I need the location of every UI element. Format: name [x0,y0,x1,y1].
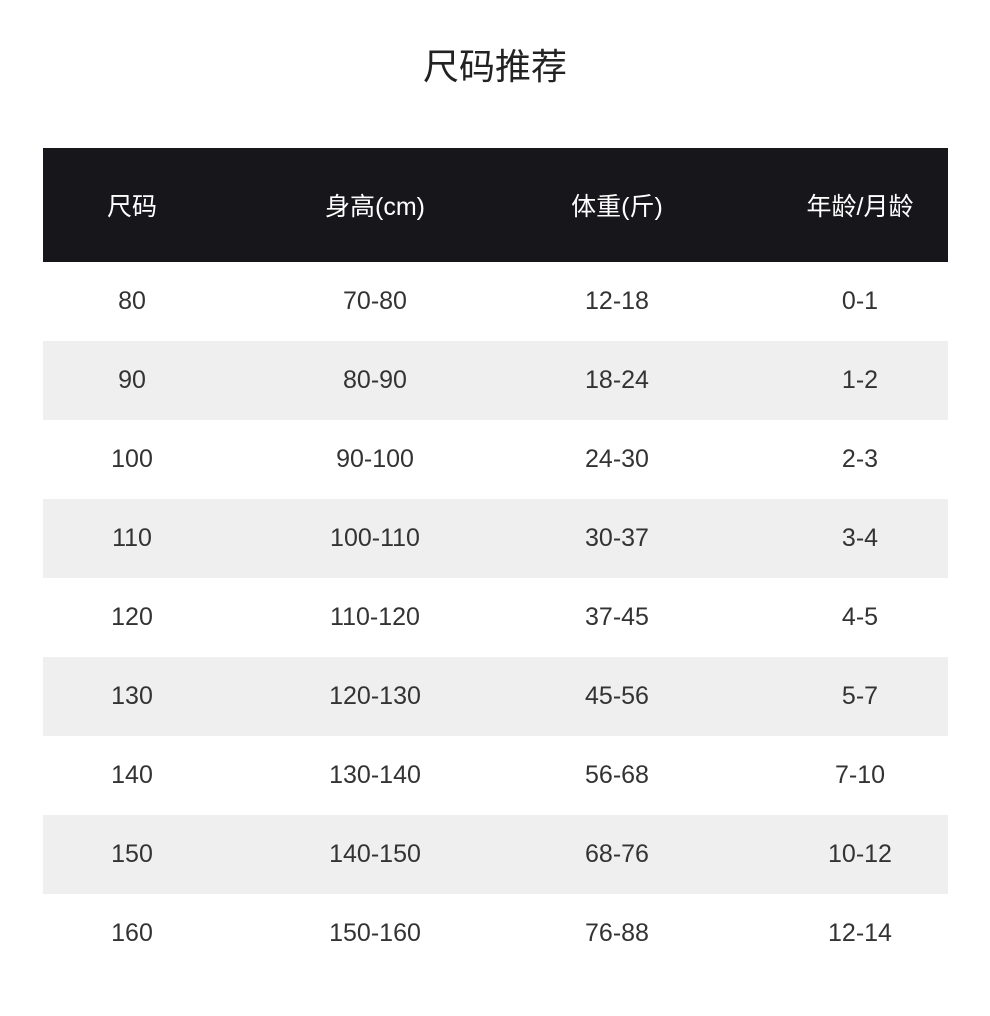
cell-weight: 30-37 [585,524,649,552]
cell-height: 130-140 [329,761,421,789]
cell-size: 100 [111,445,153,473]
cell-weight: 24-30 [585,445,649,473]
cell-size: 140 [111,761,153,789]
cell-height: 80-90 [343,366,407,394]
cell-size: 90 [118,366,146,394]
table-header: 尺码 身高(cm) 体重(斤) 年龄/月龄 [43,148,948,262]
cell-size: 120 [111,603,153,631]
cell-weight: 12-18 [585,287,649,315]
cell-size: 80 [118,287,146,315]
cell-weight: 37-45 [585,603,649,631]
cell-age: 7-10 [834,761,886,789]
cell-height: 100-110 [330,524,420,552]
cell-size: 130 [111,682,153,710]
table-row: 80 70-80 12-18 0-1 [43,262,948,341]
cell-age: 1-2 [841,366,879,394]
cell-weight: 45-56 [585,682,649,710]
page-title: 尺码推荐 [422,46,567,87]
cell-size: 150 [111,840,153,868]
table-row: 160 150-160 76-88 12-14 [43,894,948,973]
header-height: 身高(cm) [325,193,425,221]
cell-age: 10-12 [828,840,892,868]
table-row: 110 100-110 30-37 3-4 [43,499,948,578]
table-row: 100 90-100 24-30 2-3 [43,420,948,499]
cell-height: 120-130 [329,682,421,710]
cell-weight: 76-88 [585,919,649,947]
table-row: 130 120-130 45-56 5-7 [43,657,948,736]
cell-height: 90-100 [336,445,414,473]
cell-weight: 68-76 [585,840,649,868]
cell-height: 110-120 [330,603,420,631]
header-age: 年龄/月龄 [806,193,914,221]
cell-weight: 18-24 [585,366,649,394]
cell-age: 5-7 [841,682,879,710]
size-table: 尺码 身高(cm) 体重(斤) 年龄/月龄 80 70-80 12-18 0-1 90 8… [43,148,948,973]
cell-age: 12-14 [828,919,892,947]
cell-height: 150-160 [329,919,421,947]
header-weight: 体重(斤) [571,193,663,221]
cell-height: 140-150 [329,840,421,868]
header-size: 尺码 [106,193,157,221]
cell-age: 3-4 [841,524,879,552]
cell-size: 160 [111,919,153,947]
cell-age: 4-5 [841,603,879,631]
table-row: 140 130-140 56-68 7-10 [43,736,948,815]
cell-weight: 56-68 [585,761,649,789]
cell-age: 0-1 [841,287,879,315]
table-row: 90 80-90 18-24 1-2 [43,341,948,420]
cell-size: 110 [112,524,152,552]
cell-height: 70-80 [343,287,407,315]
table-row: 120 110-120 37-45 4-5 [43,578,948,657]
table-row: 150 140-150 68-76 10-12 [43,815,948,894]
cell-age: 2-3 [841,445,879,473]
